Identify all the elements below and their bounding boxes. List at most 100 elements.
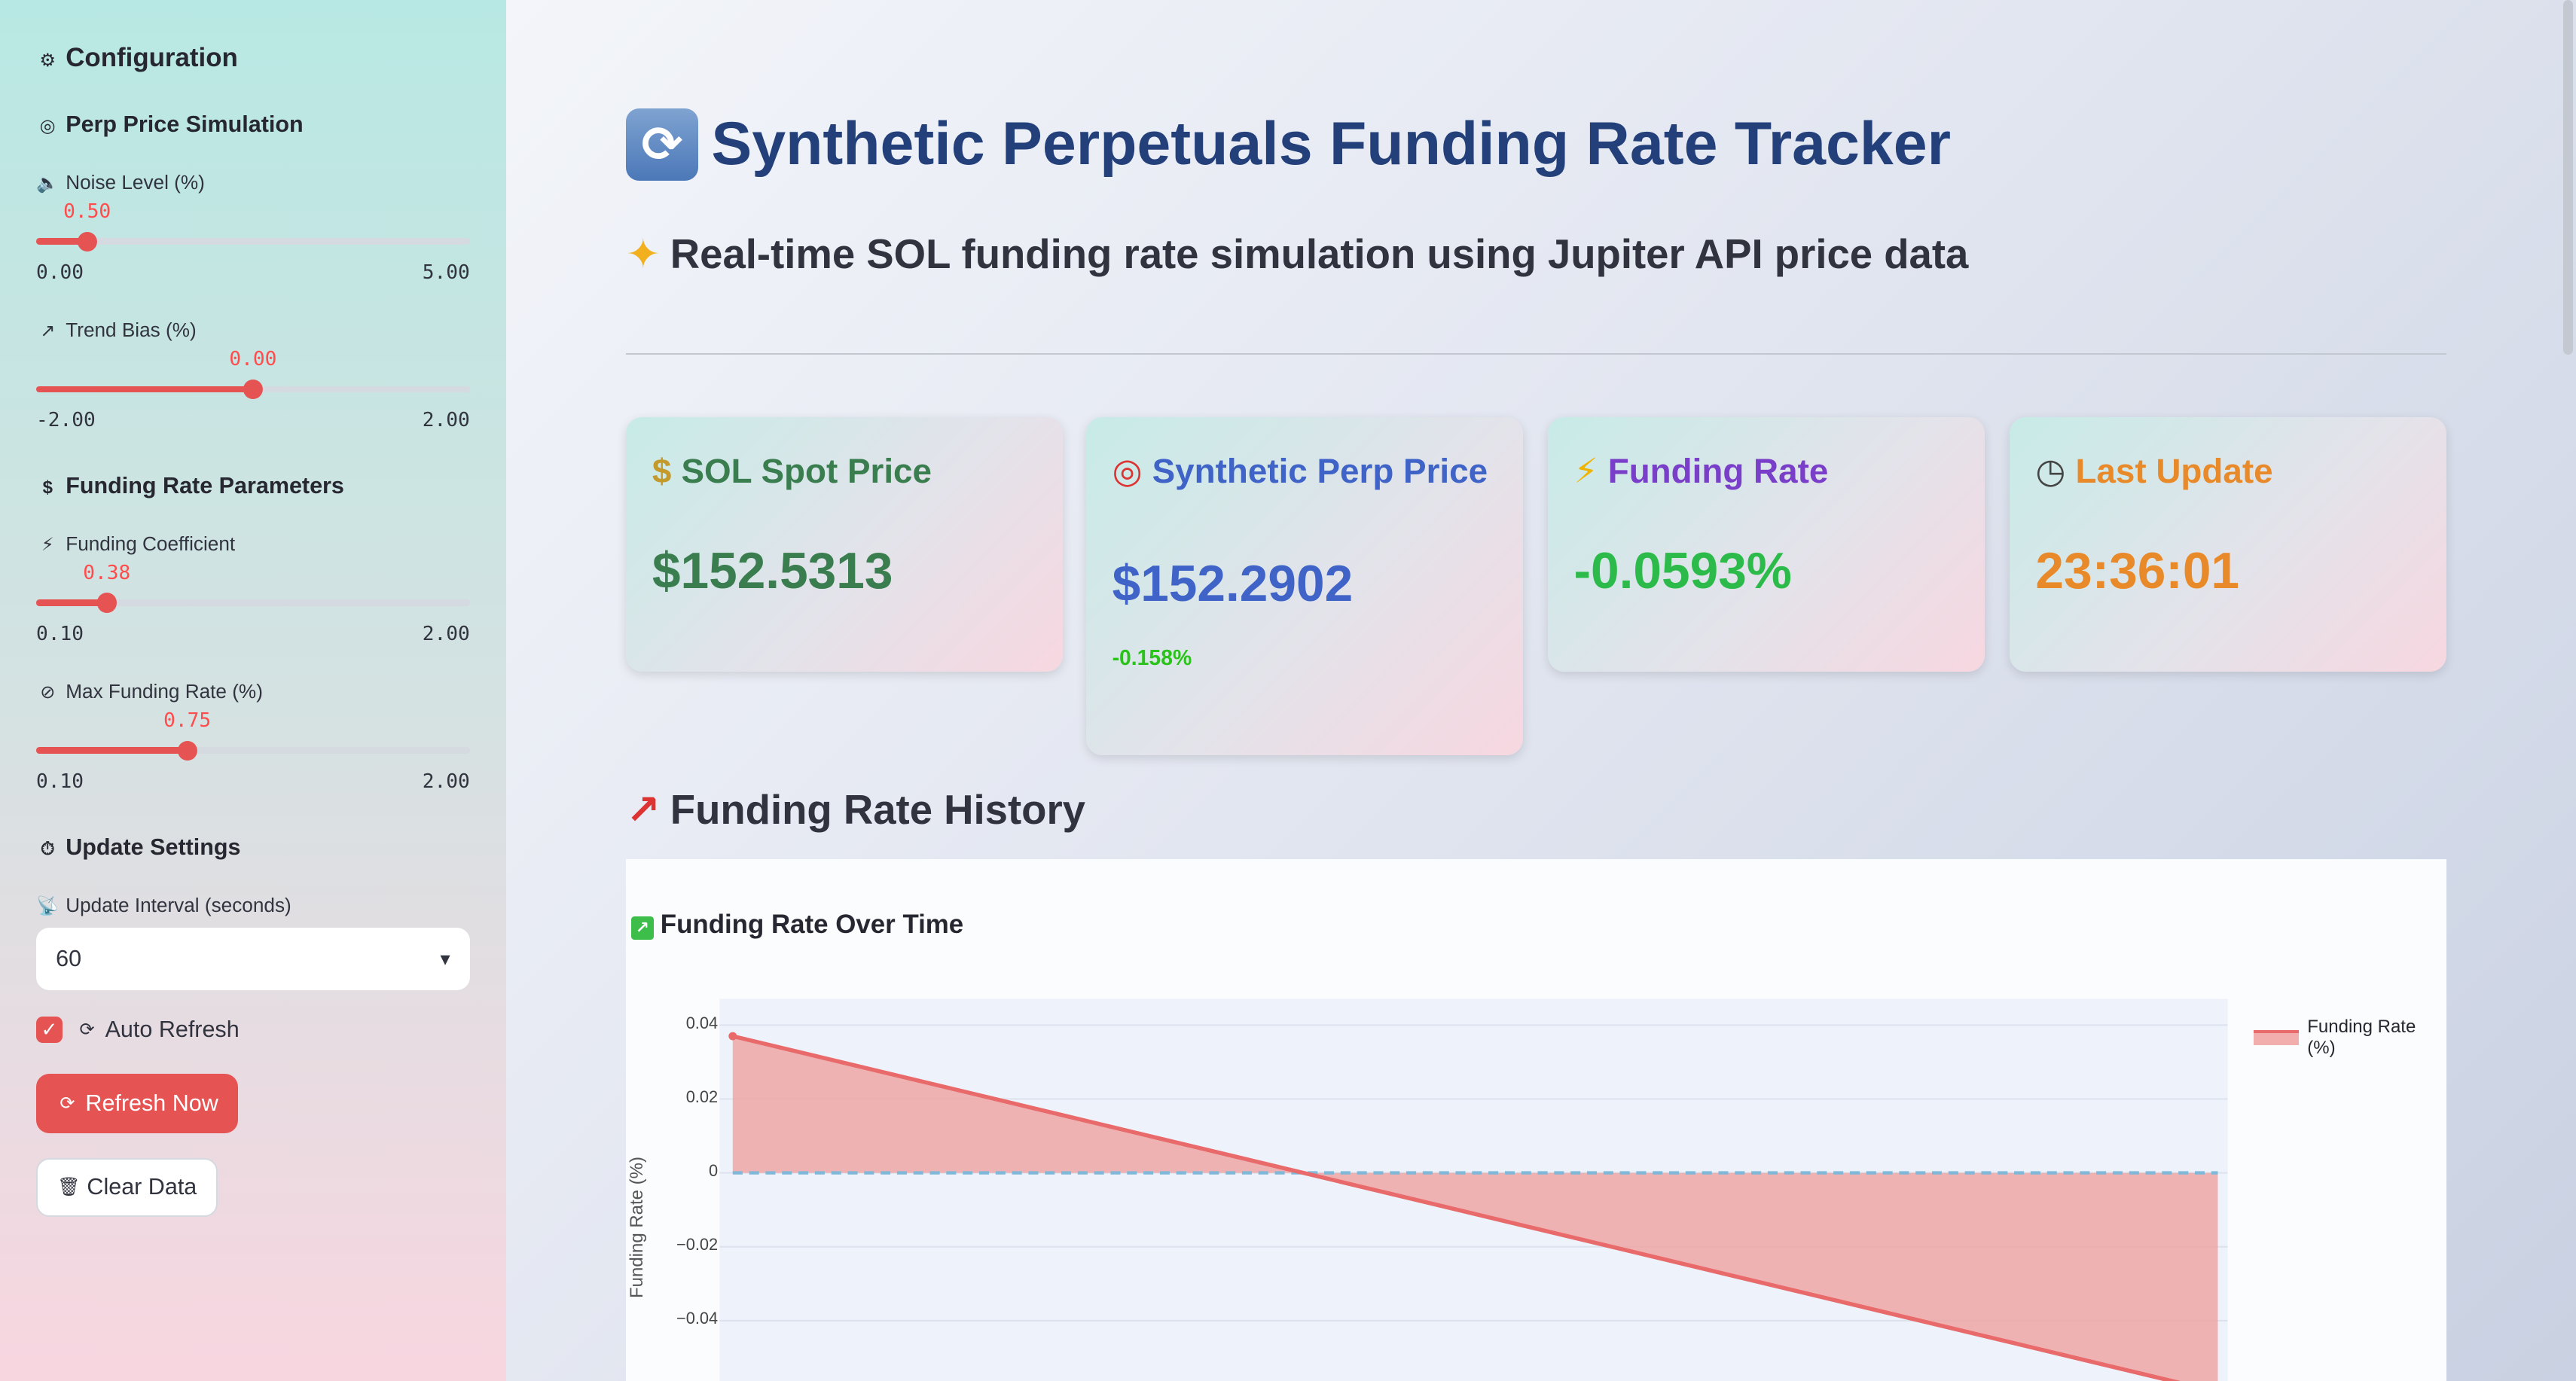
chart-up-icon: ↗: [40, 321, 56, 342]
star-icon: ✦: [626, 231, 661, 278]
metric-card-update: ◷ Last Update 23:36:01: [2009, 417, 2446, 672]
lightning-icon: ⚡: [41, 534, 54, 555]
slider-max: 2.00: [422, 409, 470, 432]
slider-max: 5.00: [422, 261, 470, 284]
scrollbar[interactable]: [2562, 0, 2573, 355]
target-icon: ◎: [1112, 451, 1143, 490]
slider-max: 2.00: [422, 622, 470, 645]
funding-chart[interactable]: [626, 859, 2446, 1381]
slider-thumb[interactable]: [177, 740, 197, 761]
sidebar: ⚙ Configuration ◎ Perp Price Simulation 🔈 N…: [0, 0, 506, 1381]
card-title: ◎ Synthetic Perp Price: [1112, 451, 1488, 490]
card-value: $152.2902: [1112, 556, 1354, 613]
slider-min: 0.10: [35, 622, 84, 645]
history-heading: ↗ Funding Rate History: [626, 786, 1085, 833]
slider-thumb[interactable]: [96, 593, 117, 613]
slider-fill: [35, 599, 107, 606]
y-tick-label: 0.02: [685, 1087, 719, 1106]
page-title-text: Synthetic Perpetuals Funding Rate Tracke…: [711, 110, 1951, 178]
trend-slider[interactable]: 0.00 -2.00 2.00: [35, 348, 470, 433]
refresh-icon: ⟳: [60, 1093, 75, 1114]
slider-thumb[interactable]: [77, 231, 97, 252]
speaker-icon: 🔈: [36, 172, 60, 194]
perp-section-heading: ◎ Perp Price Simulation: [36, 111, 304, 138]
trend-label: ↗ Trend Bias (%): [36, 319, 197, 342]
slider-min: -2.00: [35, 409, 96, 432]
y-tick-label: −0.02: [676, 1235, 719, 1254]
slider-value: 0.50: [63, 200, 111, 224]
metric-card-spot: $ SOL Spot Price $152.5313: [626, 417, 1064, 672]
checkmark-icon[interactable]: ✓: [35, 1017, 63, 1044]
slider-min: 0.00: [35, 261, 84, 284]
card-title: $ SOL Spot Price: [652, 451, 932, 490]
slider-thumb[interactable]: [243, 379, 263, 399]
slider-value: 0.00: [229, 348, 277, 371]
chart-icon: ↗: [630, 916, 655, 940]
auto-refresh-label: Auto Refresh: [105, 1017, 240, 1043]
metric-card-perp: ◎ Synthetic Perp Price $152.2902 -0.158%: [1085, 417, 1523, 756]
chart-title: ↗ Funding Rate Over Time: [630, 910, 963, 940]
chevron-down-icon: ▾: [440, 947, 450, 971]
auto-refresh-checkbox[interactable]: ✓ ⟳ Auto Refresh: [35, 1017, 240, 1044]
noise-slider[interactable]: 0.50 0.00 5.00: [35, 200, 470, 285]
clear-data-button[interactable]: 🗑 Clear Data: [35, 1157, 218, 1218]
slider-value: 0.38: [83, 561, 131, 584]
card-value: $152.5313: [652, 542, 893, 599]
slider-min: 0.10: [35, 770, 84, 793]
y-tick-label: 0.04: [685, 1013, 719, 1032]
slider-track[interactable]: [35, 599, 470, 606]
page-title: ⟳ Synthetic Perpetuals Funding Rate Trac…: [626, 108, 1951, 181]
data-point[interactable]: [728, 1032, 737, 1041]
refresh-now-button[interactable]: ⟳ Refresh Now: [35, 1074, 238, 1133]
clock-icon: ◷: [2035, 451, 2066, 490]
clear-data-label: Clear Data: [87, 1174, 197, 1200]
interval-select[interactable]: 60 ▾: [35, 928, 470, 991]
series-line: [732, 1034, 2182, 1381]
slider-track[interactable]: [35, 747, 470, 755]
coef-label: ⚡ Funding Coefficient: [36, 532, 235, 556]
main-content: ⟳ Synthetic Perpetuals Funding Rate Trac…: [505, 0, 2576, 1381]
card-title: ⚡ Funding Rate: [1573, 451, 1829, 490]
legend[interactable]: Funding Rate (%): [2254, 1017, 2446, 1059]
noise-label: 🔈 Noise Level (%): [36, 170, 205, 194]
chart-up-icon: ↗: [626, 786, 661, 833]
refresh-icon: ⟳: [79, 1020, 95, 1041]
interval-value: 60: [56, 946, 82, 972]
page-subtitle: ✦ Real-time SOL funding rate simulation u…: [626, 231, 1969, 278]
timer-icon: ⏱: [40, 839, 55, 859]
refresh-icon: ⟳: [626, 108, 698, 181]
maxrate-slider[interactable]: 0.75 0.10 2.00: [35, 709, 470, 794]
slider-max: 2.00: [422, 770, 470, 793]
maxrate-label: ⊘ Max Funding Rate (%): [36, 680, 263, 703]
target-icon: ◎: [39, 116, 56, 137]
slider-fill: [35, 238, 87, 245]
legend-label: Funding Rate (%): [2307, 1017, 2416, 1059]
lightning-icon: ⚡: [1573, 451, 1598, 490]
series-area: [732, 1035, 2218, 1381]
y-tick-label: 0: [709, 1161, 719, 1181]
money-bag-icon: $: [42, 477, 53, 498]
config-heading: ⚙ Configuration: [36, 43, 237, 73]
card-title: ◷ Last Update: [2035, 451, 2273, 490]
divider: [626, 352, 2446, 355]
satellite-icon: 📡: [36, 895, 60, 916]
card-delta: -0.158%: [1112, 645, 1192, 670]
card-value: 23:36:01: [2035, 542, 2240, 599]
no-entry-icon: ⊘: [40, 681, 56, 703]
y-axis-label: Funding Rate (%): [627, 1157, 648, 1299]
slider-value: 0.75: [163, 709, 212, 733]
funding-section-heading: $ Funding Rate Parameters: [36, 473, 344, 499]
update-section-heading: ⏱ Update Settings: [36, 834, 241, 861]
slider-track[interactable]: [35, 238, 470, 245]
slider-fill: [35, 386, 253, 393]
interval-label: 📡 Update Interval (seconds): [36, 893, 291, 916]
refresh-now-label: Refresh Now: [85, 1090, 218, 1117]
slider-fill: [35, 747, 188, 755]
chart-container[interactable]: ↗ Funding Rate Over Time 0.04 0.02 0 −0.02 −0…: [626, 858, 2446, 1381]
legend-swatch: [2254, 1030, 2300, 1045]
trash-icon: 🗑: [57, 1177, 81, 1198]
coef-slider[interactable]: 0.38 0.10 2.00: [35, 561, 470, 647]
y-tick-label: −0.04: [676, 1309, 719, 1328]
money-bag-icon: $: [652, 451, 672, 490]
card-value: -0.0593%: [1573, 542, 1792, 599]
